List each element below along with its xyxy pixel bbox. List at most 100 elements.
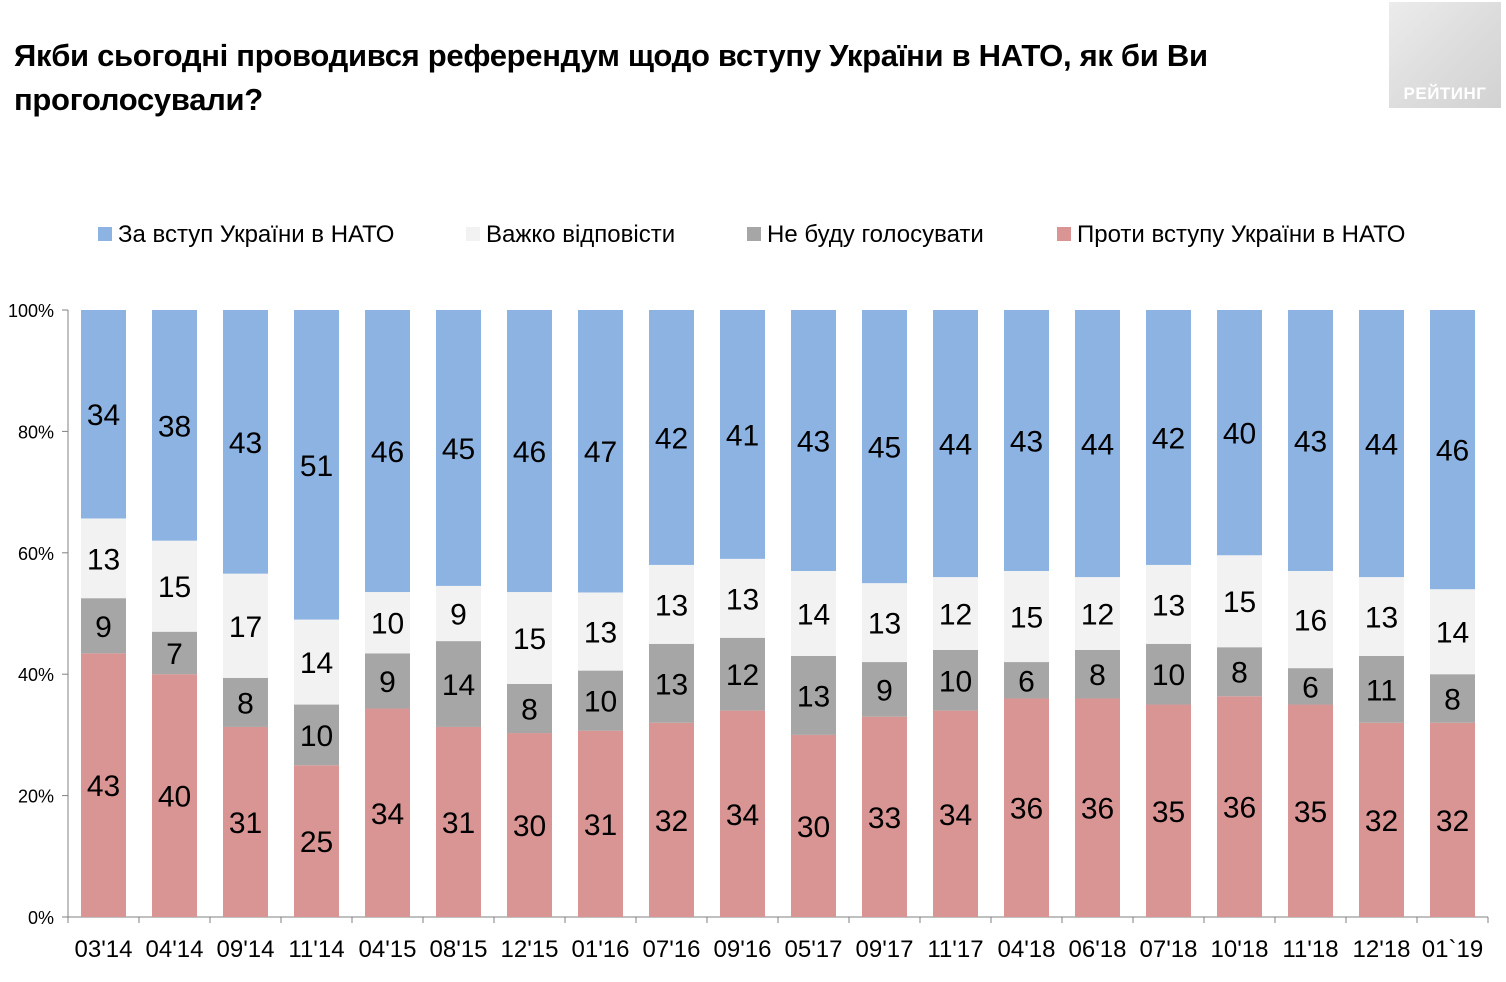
x-tick-label: 11'14 [288, 936, 344, 963]
page-title: Якби сьогодні проводився референдум щодо… [14, 38, 1208, 117]
data-label-for: 38 [158, 410, 191, 443]
x-tick-label: 09'16 [714, 936, 772, 963]
legend-swatch-against [1057, 227, 1071, 241]
bar-segment-hard [1217, 555, 1262, 648]
legend-swatch-not_vote [747, 227, 761, 241]
data-label-hard: 14 [797, 599, 830, 632]
data-label-against: 36 [1081, 793, 1114, 826]
x-tick-label: 11'18 [1282, 936, 1338, 963]
data-label-against: 31 [442, 807, 475, 840]
bar-segment-not_vote [791, 655, 836, 735]
data-label-hard: 13 [655, 589, 688, 622]
rating-logo: РЕЙТИНГ [1389, 2, 1501, 108]
data-label-hard: 9 [450, 599, 467, 632]
data-label-against: 32 [655, 805, 688, 838]
data-label-not_vote: 14 [442, 669, 475, 702]
data-label-against: 43 [87, 770, 120, 803]
bar-segment-for [223, 310, 268, 574]
data-label-against: 25 [300, 826, 333, 859]
x-tick-label: 06'18 [1069, 936, 1127, 963]
bar-segment-against [720, 710, 765, 917]
bar-segment-not_vote [436, 641, 481, 727]
data-label-not_vote: 10 [939, 665, 972, 698]
bar-segment-not_vote [933, 649, 978, 711]
bar-segment-not_vote [294, 704, 339, 766]
data-label-not_vote: 10 [1152, 659, 1185, 692]
bar-segment-hard [1430, 589, 1475, 675]
bar-segment-hard [1146, 564, 1191, 644]
bar-segment-against [1146, 704, 1191, 917]
bar-segment-hard [294, 619, 339, 705]
y-tick-label: 60% [18, 544, 54, 564]
bar-segment-for [365, 310, 410, 593]
logo-text: РЕЙТИНГ [1403, 84, 1487, 103]
data-label-not_vote: 6 [1302, 671, 1319, 704]
bar-segment-for [1146, 310, 1191, 565]
legend-swatch-hard [466, 227, 480, 241]
data-label-against: 35 [1294, 796, 1327, 829]
data-label-for: 44 [939, 429, 972, 462]
data-label-hard: 13 [584, 617, 617, 650]
bar-segment-not_vote [1430, 674, 1475, 723]
x-tick-label: 10'18 [1211, 936, 1269, 963]
data-label-hard: 15 [1223, 586, 1256, 619]
data-label-for: 43 [229, 427, 262, 460]
data-label-against: 34 [726, 799, 759, 832]
y-tick-label: 40% [18, 665, 54, 685]
bar-segment-for [862, 310, 907, 584]
bar-segment-not_vote [1359, 655, 1404, 723]
bar-segment-for [436, 310, 481, 586]
bar-segment-against [649, 722, 694, 917]
x-tick-label: 07'18 [1140, 936, 1198, 963]
data-label-against: 30 [797, 811, 830, 844]
bar-segment-against [1217, 696, 1262, 917]
bar-segment-against [1075, 698, 1120, 917]
bar-segment-not_vote [365, 653, 410, 709]
bar-segment-hard [152, 540, 197, 632]
bar-segment-not_vote [1004, 662, 1049, 699]
data-label-hard: 13 [1365, 602, 1398, 635]
data-label-hard: 10 [371, 608, 404, 641]
bar-segment-not_vote [578, 670, 623, 731]
bar-segment-against [1004, 698, 1049, 917]
bar-segment-against [365, 708, 410, 917]
bar-segment-not_vote [862, 662, 907, 717]
bar-segment-against [436, 726, 481, 917]
bar-segment-for [720, 310, 765, 559]
y-tick-label: 0% [28, 908, 54, 928]
bar-segment-for [1217, 310, 1262, 556]
legend-label-not_vote: Не буду голосувати [767, 221, 984, 248]
data-label-for: 51 [300, 450, 333, 483]
data-label-for: 43 [797, 426, 830, 459]
data-label-hard: 13 [1152, 589, 1185, 622]
bar-segment-not_vote [1288, 668, 1333, 705]
data-label-hard: 16 [1294, 605, 1327, 638]
bar-segment-hard [649, 564, 694, 644]
data-label-against: 34 [371, 798, 404, 831]
bar-segment-against [294, 765, 339, 917]
x-tick-label: 09'14 [217, 936, 275, 963]
x-tick-label: 12'18 [1353, 936, 1411, 963]
data-label-not_vote: 13 [655, 668, 688, 701]
x-tick-label: 09'17 [856, 936, 914, 963]
data-label-for: 44 [1365, 429, 1398, 462]
legend-label-hard: Важко відповісти [486, 221, 675, 248]
data-label-hard: 15 [1010, 602, 1043, 635]
bar-segment-hard [1359, 577, 1404, 656]
data-label-not_vote: 8 [1231, 657, 1248, 690]
bar-segment-against [578, 730, 623, 917]
data-label-for: 46 [371, 436, 404, 469]
bar-segment-hard [720, 558, 765, 638]
data-label-hard: 17 [229, 611, 262, 644]
bar-segment-against [507, 733, 552, 917]
bar-segment-for [1004, 310, 1049, 572]
bar-segment-against [933, 710, 978, 917]
bar-segment-hard [933, 577, 978, 650]
bar-segment-hard [507, 592, 552, 685]
data-label-for: 45 [868, 432, 901, 465]
y-tick-label: 20% [18, 787, 54, 807]
data-label-for: 40 [1223, 418, 1256, 451]
data-label-against: 33 [868, 802, 901, 835]
bar-segment-hard [1288, 571, 1333, 669]
